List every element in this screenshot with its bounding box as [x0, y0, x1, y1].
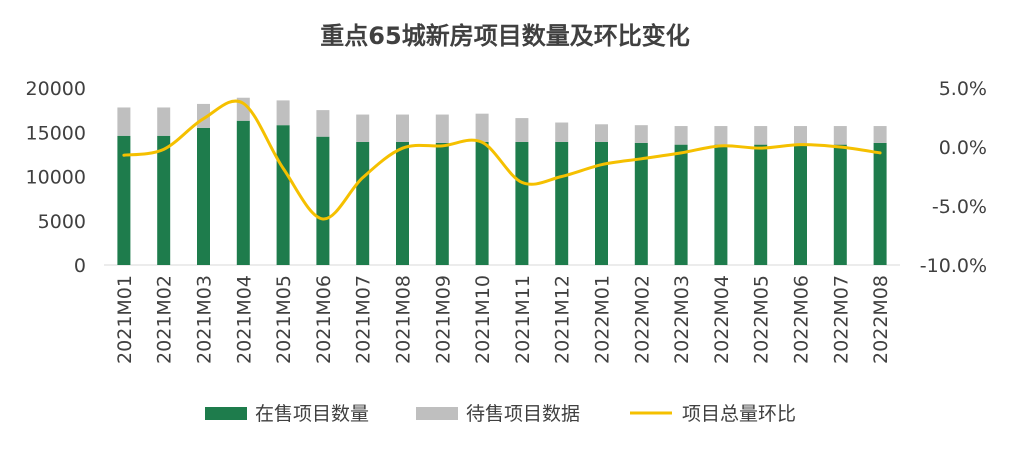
x-axis-tick-label: 2021M02 [154, 275, 176, 364]
bar-pending [396, 114, 409, 142]
bar-on-sale [634, 142, 648, 265]
bar-on-sale [475, 141, 489, 265]
bar-on-sale [276, 125, 290, 265]
left-axis-tick-label: 10000 [26, 167, 86, 189]
bar-pending [316, 110, 330, 137]
right-axis: -10.0% -5.0% 0.0% 5.0% [920, 78, 987, 277]
x-axis-tick-label: 2021M05 [273, 275, 295, 364]
right-axis-tick-label: -10.0% [920, 255, 987, 277]
bar-series-group [117, 97, 887, 266]
bar-pending [833, 126, 847, 145]
x-axis-tick-label: 2022M07 [830, 275, 852, 364]
bar-pending [634, 125, 648, 143]
bar-on-sale [714, 144, 728, 265]
bar-pending [674, 126, 688, 145]
x-axis-tick-label: 2021M11 [512, 275, 534, 364]
x-axis-tick-label: 2021M09 [432, 275, 454, 364]
bar-pending [515, 118, 529, 142]
bar-pending [356, 114, 370, 142]
legend-label-mom: 项目总量环比 [682, 403, 796, 425]
left-axis: 0 5000 10000 15000 20000 [26, 78, 86, 277]
x-axis-tick-label: 2022M06 [791, 275, 813, 364]
bar-on-sale [595, 141, 608, 265]
x-axis-tick-label: 2022M05 [751, 275, 773, 364]
bar-on-sale [833, 144, 847, 265]
bar-on-sale [435, 142, 449, 265]
left-axis-tick-label: 15000 [26, 122, 86, 144]
bar-pending [475, 113, 489, 142]
bar-on-sale [515, 141, 529, 265]
legend-label-on-sale: 在售项目数量 [255, 403, 369, 425]
bar-pending [435, 114, 449, 143]
bar-on-sale [157, 135, 171, 265]
bar-on-sale [236, 120, 250, 266]
x-axis-tick-label: 2022M02 [631, 275, 653, 364]
x-axis-tick-label: 2022M04 [711, 275, 733, 364]
legend-swatch-on-sale [205, 407, 247, 420]
bar-pending [873, 126, 887, 143]
bar-pending [117, 107, 131, 136]
x-axis-tick-label: 2021M08 [393, 275, 415, 364]
x-axis: 2021M01 2021M02 2021M03 2021M04 2021M05 2021M… [114, 275, 892, 364]
bar-on-sale [873, 142, 887, 265]
bar-pending [794, 126, 807, 144]
bar-on-sale [396, 141, 409, 265]
bar-on-sale [117, 135, 131, 265]
left-axis-tick-label: 20000 [26, 78, 86, 100]
legend-swatch-pending [416, 407, 458, 420]
right-axis-tick-label: 5.0% [939, 78, 987, 100]
chart-title: 重点65城新房项目数量及环比变化 [320, 22, 689, 50]
line-series-group [122, 99, 882, 221]
bar-on-sale [197, 127, 210, 265]
bar-on-sale [316, 136, 330, 265]
x-axis-tick-label: 2021M01 [114, 275, 136, 364]
bar-on-sale [754, 144, 768, 265]
x-axis-tick-label: 2021M12 [552, 275, 574, 364]
bar-on-sale [794, 143, 807, 265]
bar-on-sale [555, 141, 569, 265]
x-axis-tick-label: 2021M03 [194, 275, 216, 364]
x-axis-tick-label: 2021M10 [472, 275, 494, 364]
bar-pending [157, 107, 171, 136]
right-axis-tick-label: -5.0% [932, 196, 987, 218]
x-axis-tick-label: 2021M04 [233, 275, 255, 364]
bar-pending [714, 126, 728, 145]
x-axis-tick-label: 2022M03 [671, 275, 693, 364]
legend-label-pending: 待售项目数据 [466, 403, 580, 425]
x-axis-tick-label: 2022M08 [870, 275, 892, 364]
x-axis-tick-label: 2021M06 [313, 275, 335, 364]
bar-pending [276, 100, 290, 126]
bar-pending [754, 126, 768, 145]
bar-pending [595, 124, 608, 142]
left-axis-tick-label: 5000 [38, 211, 86, 233]
bar-on-sale [356, 141, 370, 265]
line-series-mom [122, 99, 882, 221]
bar-pending [236, 97, 250, 121]
x-axis-tick-label: 2022M01 [592, 275, 614, 364]
bar-on-sale [674, 144, 688, 265]
legend: 在售项目数量 待售项目数据 项目总量环比 [205, 403, 796, 425]
bar-pending [555, 122, 569, 142]
left-axis-tick-label: 0 [74, 255, 86, 277]
x-axis-tick-label: 2021M07 [353, 275, 375, 364]
right-axis-tick-label: 0.0% [939, 137, 987, 159]
